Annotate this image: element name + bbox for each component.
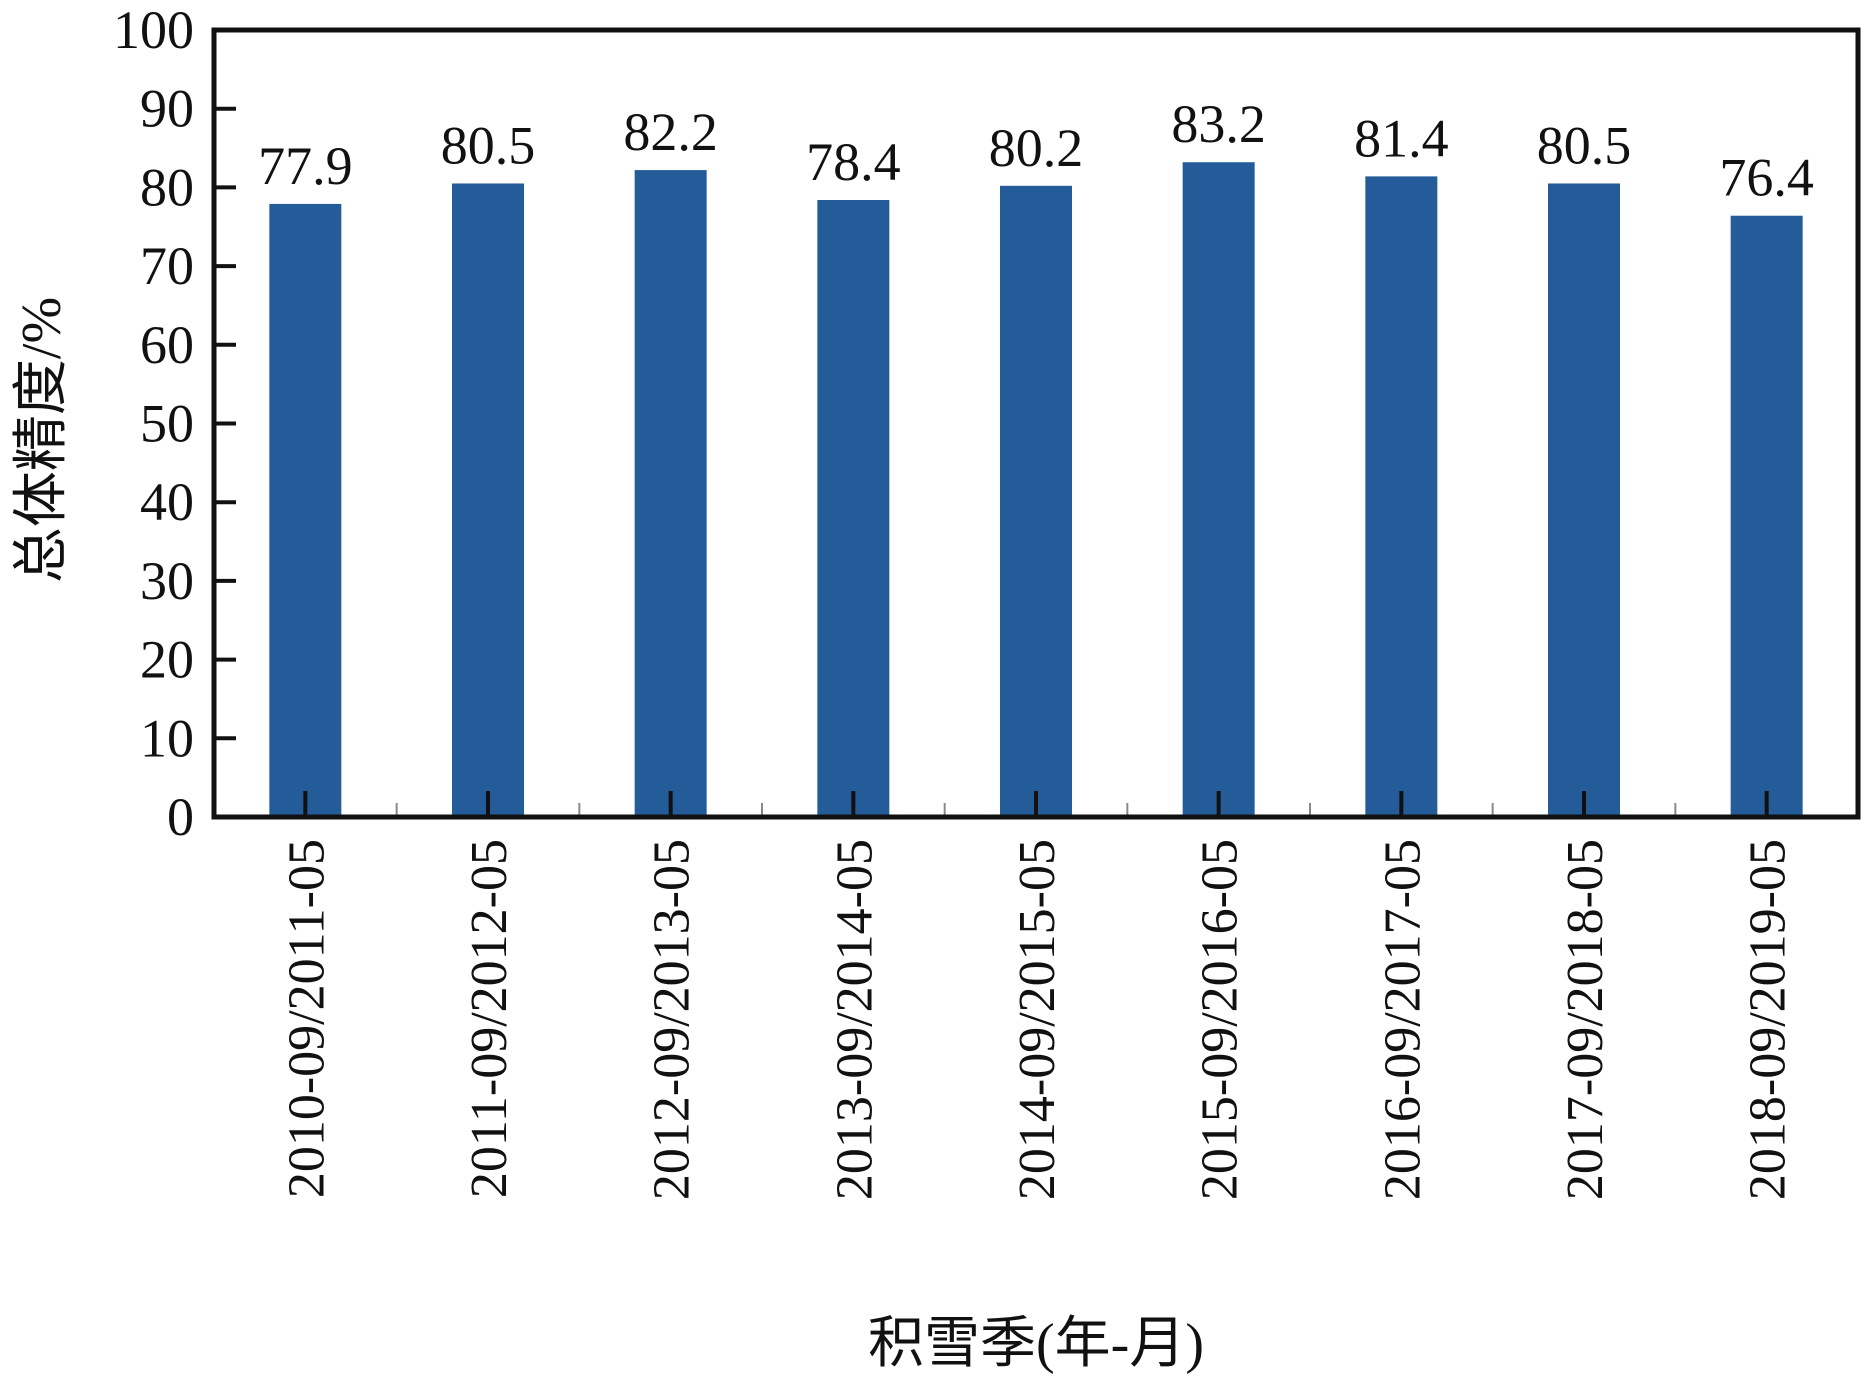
y-tick-label: 20 (140, 630, 194, 690)
bar (1365, 176, 1438, 817)
labels-layer: 0 10 20 30 40 50 60 70 80 90 100 77.9 2010-09/2011-0… (113, 0, 1814, 1200)
data-label: 83.2 (1171, 94, 1266, 154)
y-tick-label: 30 (140, 551, 194, 611)
data-label: 80.2 (989, 118, 1084, 178)
bar (1182, 162, 1255, 817)
data-label: 81.4 (1354, 108, 1449, 168)
bar (452, 183, 524, 818)
bar (817, 199, 890, 817)
y-tick-label: 0 (167, 787, 194, 847)
x-category-label: 2012-09/2013-05 (644, 839, 701, 1200)
data-label: 77.9 (258, 136, 353, 196)
bar (1000, 185, 1072, 818)
bar (1730, 215, 1803, 817)
y-tick-label: 40 (140, 472, 194, 532)
x-category-label: 2018-09/2019-05 (1740, 839, 1797, 1200)
bars-layer (269, 162, 1803, 818)
y-tick-label: 100 (113, 0, 194, 60)
bar (269, 203, 342, 817)
x-category-label: 2010-09/2011-05 (278, 839, 335, 1198)
x-category-label: 2017-09/2018-05 (1557, 839, 1614, 1200)
y-tick-label: 70 (140, 236, 194, 296)
x-category-label: 2015-09/2016-05 (1192, 839, 1249, 1200)
y-tick-label: 50 (140, 394, 194, 454)
y-tick-label: 60 (140, 315, 194, 375)
data-label: 76.4 (1719, 148, 1814, 208)
y-axis-title: 总体精度/% (11, 297, 73, 583)
bar (1548, 183, 1620, 818)
data-label: 82.2 (623, 102, 718, 162)
y-tick-label: 10 (140, 708, 194, 768)
y-tick-label: 90 (140, 79, 194, 139)
y-tick-label: 80 (140, 157, 194, 217)
x-category-label: 2014-09/2015-05 (1009, 839, 1066, 1200)
plot-frame (211, 27, 1861, 820)
x-axis-title: 积雪季(年-月) (868, 1313, 1204, 1375)
x-category-label: 2016-09/2017-05 (1374, 839, 1431, 1200)
bar (634, 170, 707, 817)
x-category-label: 2011-09/2012-05 (461, 839, 518, 1198)
data-label: 78.4 (806, 132, 901, 192)
x-category-label: 2013-09/2014-05 (826, 839, 883, 1200)
data-label: 80.5 (441, 115, 536, 175)
data-label: 80.5 (1537, 115, 1632, 175)
